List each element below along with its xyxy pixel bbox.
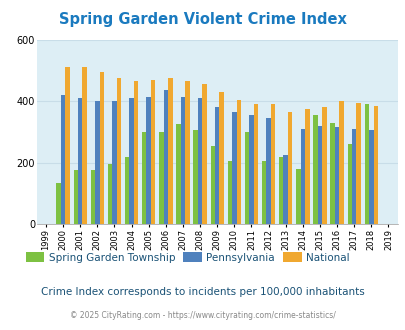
Bar bbox=[90, 171, 95, 224]
Bar bbox=[73, 171, 78, 224]
Bar bbox=[232, 112, 236, 224]
Bar bbox=[261, 161, 266, 224]
Bar bbox=[219, 92, 223, 224]
Bar bbox=[95, 101, 99, 224]
Bar bbox=[322, 107, 326, 224]
Bar bbox=[197, 98, 202, 224]
Bar bbox=[112, 101, 116, 224]
Bar bbox=[227, 161, 232, 224]
Bar bbox=[287, 112, 292, 224]
Bar bbox=[125, 157, 129, 224]
Text: Crime Index corresponds to incidents per 100,000 inhabitants: Crime Index corresponds to incidents per… bbox=[41, 287, 364, 297]
Bar bbox=[283, 155, 287, 224]
Bar bbox=[159, 132, 163, 224]
Bar bbox=[146, 97, 151, 224]
Bar bbox=[356, 103, 360, 224]
Bar bbox=[176, 124, 180, 224]
Text: Spring Garden Violent Crime Index: Spring Garden Violent Crime Index bbox=[59, 12, 346, 26]
Bar bbox=[163, 90, 168, 224]
Bar bbox=[266, 118, 270, 224]
Bar bbox=[253, 104, 258, 224]
Bar bbox=[330, 123, 334, 224]
Bar bbox=[215, 107, 219, 224]
Bar bbox=[193, 130, 197, 224]
Bar bbox=[278, 157, 283, 224]
Bar bbox=[168, 78, 172, 224]
Bar bbox=[61, 95, 65, 224]
Bar bbox=[116, 78, 121, 224]
Bar bbox=[82, 67, 87, 224]
Bar bbox=[78, 98, 82, 224]
Bar bbox=[313, 115, 317, 224]
Bar bbox=[270, 104, 275, 224]
Bar bbox=[236, 100, 241, 224]
Bar bbox=[202, 84, 206, 224]
Bar bbox=[134, 81, 138, 224]
Bar bbox=[180, 97, 185, 224]
Bar bbox=[373, 106, 377, 224]
Bar bbox=[210, 146, 215, 224]
Bar bbox=[304, 109, 309, 224]
Bar bbox=[151, 80, 155, 224]
Bar bbox=[300, 129, 304, 224]
Bar bbox=[295, 169, 300, 224]
Bar bbox=[99, 72, 104, 224]
Bar bbox=[107, 164, 112, 224]
Bar bbox=[129, 98, 134, 224]
Bar bbox=[185, 81, 189, 224]
Bar bbox=[249, 115, 253, 224]
Bar bbox=[351, 129, 356, 224]
Bar bbox=[347, 144, 351, 224]
Bar bbox=[364, 104, 368, 224]
Bar bbox=[244, 132, 249, 224]
Bar bbox=[56, 183, 61, 224]
Bar bbox=[368, 130, 373, 224]
Bar bbox=[334, 127, 339, 224]
Bar bbox=[65, 67, 70, 224]
Bar bbox=[339, 101, 343, 224]
Bar bbox=[317, 126, 322, 224]
Bar bbox=[142, 132, 146, 224]
Text: © 2025 CityRating.com - https://www.cityrating.com/crime-statistics/: © 2025 CityRating.com - https://www.city… bbox=[70, 311, 335, 320]
Legend: Spring Garden Township, Pennsylvania, National: Spring Garden Township, Pennsylvania, Na… bbox=[21, 248, 353, 267]
